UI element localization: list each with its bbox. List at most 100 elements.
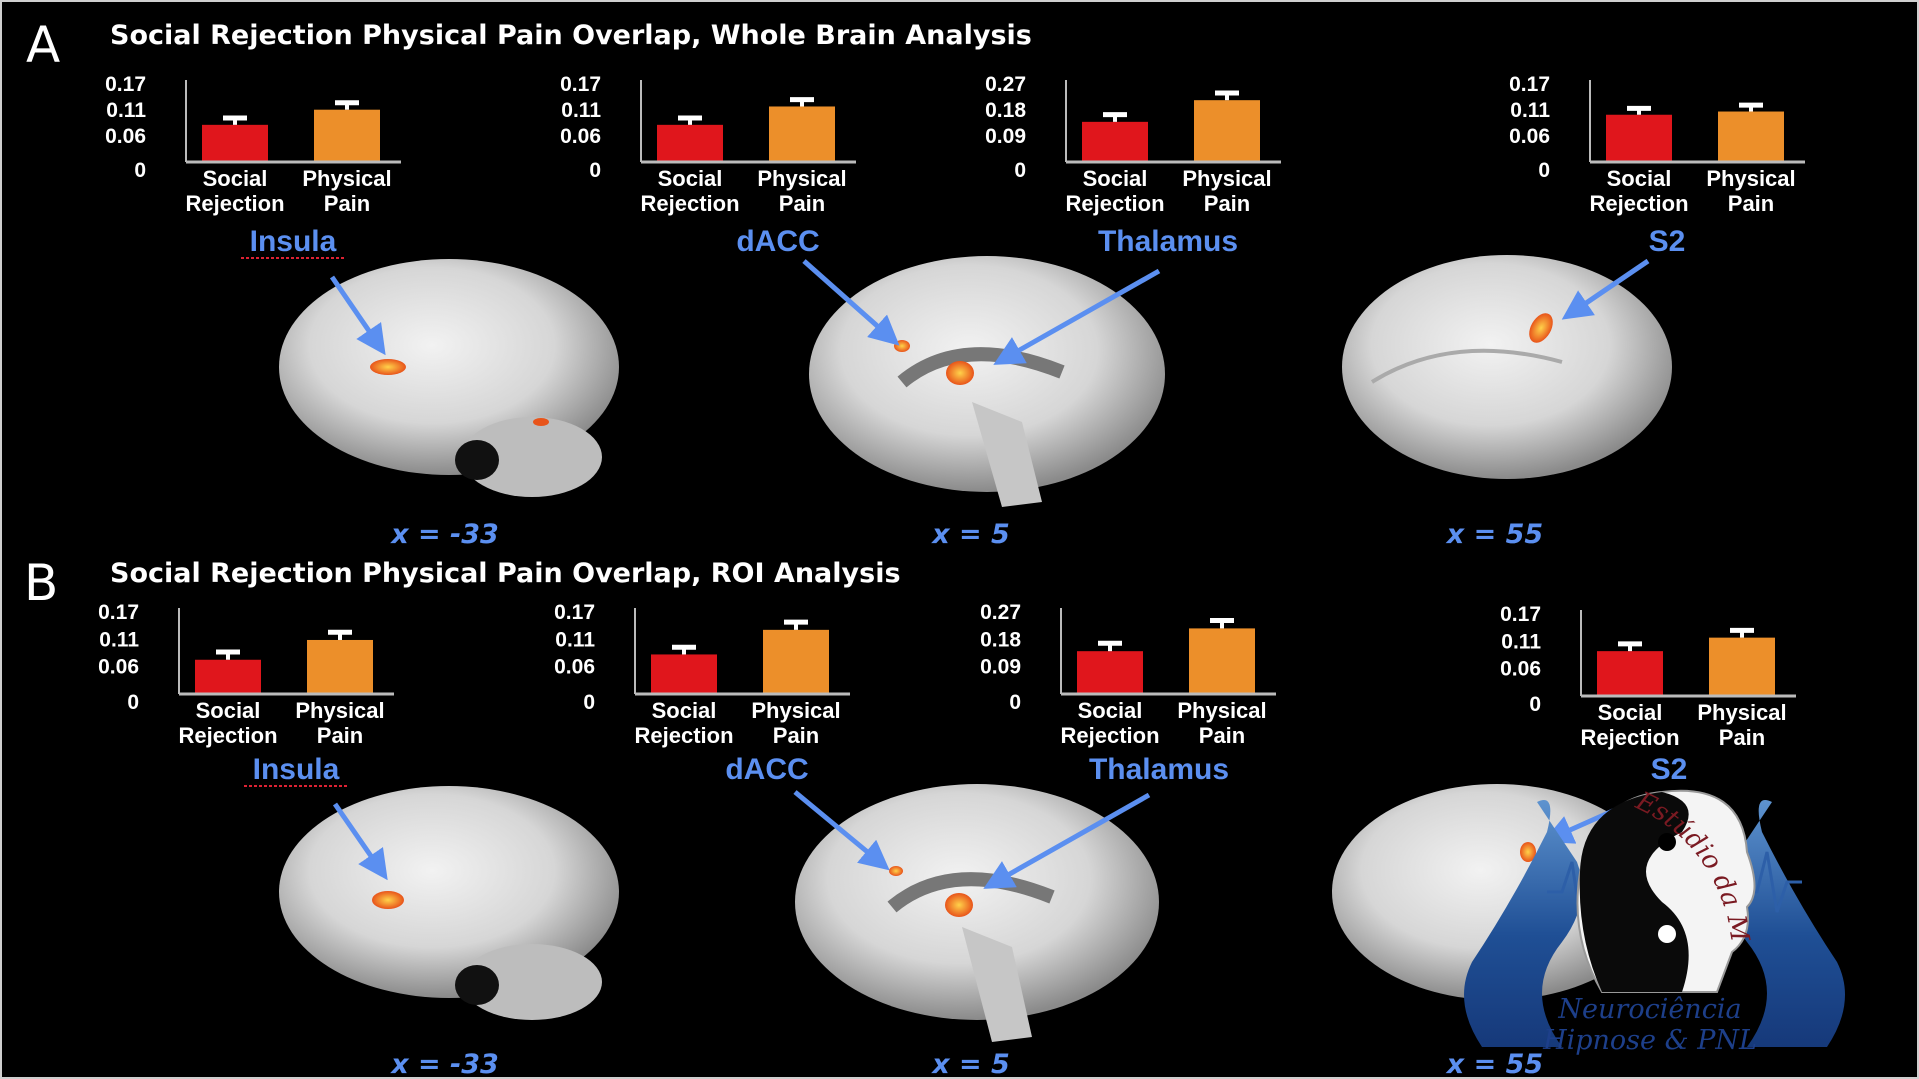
category-label: Social [1607,166,1672,191]
arrow-s2-a [1561,258,1650,320]
arrow-dacc-b [793,790,890,871]
category-label: Physical [1697,700,1786,725]
arrows [329,258,1650,889]
brain-slice-b-left [279,786,619,1020]
category-label: Physical [751,698,840,723]
y-tick-label: 0.11 [1510,99,1550,122]
y-tick-label: 0.18 [980,628,1021,651]
bar-charts: 00.060.110.17SocialRejectionPhysicalPain… [98,73,1805,787]
y-tick-label: 0 [1014,159,1026,182]
bar-social-rejection [651,654,717,693]
arrow-dacc-a [802,259,900,346]
bar-social-rejection [195,659,261,693]
bar-social-rejection [1077,651,1143,693]
category-label: Rejection [1580,725,1679,750]
y-tick-label: 0 [127,691,139,714]
y-tick-label: 0.11 [99,628,139,651]
y-tick-label: 0.06 [1509,125,1550,148]
category-label: Physical [1177,698,1266,723]
category-label: Pain [773,723,819,748]
y-tick-label: 0.11 [106,99,146,122]
category-label: Physical [1182,166,1271,191]
yin-dot [1658,833,1676,851]
region-label: S2 [1651,753,1688,786]
bar-physical-pain [1194,100,1260,161]
category-label: Social [1078,698,1143,723]
activation-insula-b [372,891,404,909]
bar-social-rejection [1606,114,1672,161]
bar-physical-pain [1709,637,1775,695]
category-label: Rejection [1589,191,1688,216]
activation-dacc-a [894,340,910,352]
category-label: Rejection [1065,191,1164,216]
category-label: Social [1598,700,1663,725]
category-label: Pain [324,191,370,216]
activation-blobs [370,313,1553,917]
category-label: Pain [1719,725,1765,750]
region-label: Insula [250,225,337,258]
category-label: Social [1083,166,1148,191]
coord-a-mid: x = 5 [930,519,1010,550]
activation-s2-a [1529,313,1553,343]
region-label: Thalamus [1089,753,1229,786]
category-label: Rejection [640,191,739,216]
activation-thalamus-a [946,361,974,385]
y-tick-label: 0.17 [98,601,139,624]
y-tick-label: 0.06 [1500,658,1541,681]
bar-physical-pain [1189,628,1255,693]
arrow-insula-a [329,275,386,356]
y-tick-label: 0.06 [560,125,601,148]
y-tick-label: 0.27 [980,601,1021,624]
panel-a-title: Social Rejection Physical Pain Overlap, … [110,20,1032,51]
region-label: dACC [736,225,819,258]
category-label: Rejection [178,723,277,748]
y-tick-label: 0.06 [98,656,139,679]
category-label: Physical [757,166,846,191]
bar-social-rejection [657,124,723,161]
y-tick-label: 0.11 [561,99,601,122]
logo-line2: Hipnose & PNL [1542,1025,1757,1056]
y-tick-label: 0 [1538,159,1550,182]
activation-insula-a [370,359,406,375]
category-label: Physical [302,166,391,191]
y-tick-label: 0.17 [554,601,595,624]
y-tick-label: 0.17 [1509,73,1550,96]
bar-physical-pain [763,629,829,693]
category-label: Social [652,698,717,723]
bar-social-rejection [1597,651,1663,695]
category-label: Social [203,166,268,191]
category-label: Pain [1204,191,1250,216]
activation-dacc-b [889,866,903,876]
coord-b-left: x = -33 [389,1049,499,1079]
category-label: Pain [779,191,825,216]
category-label: Rejection [634,723,733,748]
category-label: Pain [1728,191,1774,216]
brain-slice-a-right [1342,255,1672,479]
arrow-thalamus-a [993,268,1161,365]
y-tick-label: 0.09 [985,125,1026,148]
brain-slice-a-left [279,259,619,497]
y-tick-label: 0 [583,691,595,714]
category-label: Social [196,698,261,723]
region-label: Thalamus [1098,225,1238,258]
brain-slice-a-mid [809,256,1165,507]
right-hand-icon [1727,800,1845,1047]
coord-a-left: x = -33 [389,519,499,550]
logo-line1: Neurociência [1557,994,1741,1025]
y-tick-label: 0.06 [554,656,595,679]
y-tick-label: 0.11 [555,628,595,651]
y-tick-label: 0.06 [105,125,146,148]
category-label: Pain [317,723,363,748]
y-tick-label: 0 [134,159,146,182]
category-label: Social [658,166,723,191]
activation-thalamus-b [945,893,973,917]
category-label: Rejection [185,191,284,216]
y-tick-label: 0.11 [1501,630,1541,653]
